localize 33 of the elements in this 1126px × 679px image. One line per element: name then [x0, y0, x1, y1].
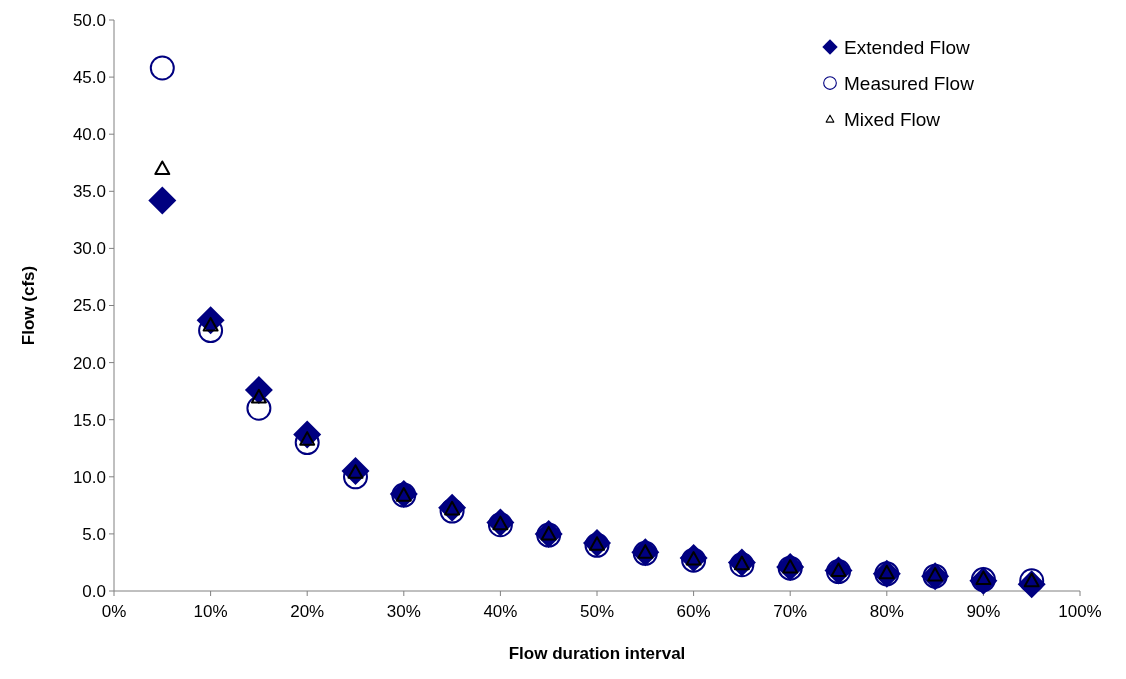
x-tick-label: 50% [579, 602, 615, 621]
y-axis-title: Flow (cfs) [19, 265, 38, 346]
x-tick-label: 90% [966, 602, 1001, 621]
legend-label: Extended Flow [844, 36, 970, 58]
y-tick-label: 45.0 [72, 68, 106, 88]
y-tick-label: 0.0 [82, 581, 106, 601]
x-tick-label: 30% [386, 602, 421, 621]
x-axis-title: Flow duration interval [508, 644, 686, 663]
y-tick-label: 5.0 [82, 524, 106, 544]
legend-label: Mixed Flow [844, 108, 941, 130]
point [246, 395, 272, 421]
x-tick-label: 60% [676, 602, 711, 621]
point [439, 498, 465, 524]
point [154, 160, 171, 176]
point [149, 55, 175, 81]
y-tick-label: 30.0 [72, 239, 106, 259]
y-tick-label: 25.0 [72, 296, 106, 316]
y-tick-label: 50.0 [72, 10, 106, 30]
x-tick-label: 40% [483, 602, 518, 621]
y-tick-label: 10.0 [72, 467, 106, 487]
y-tick-label: 15.0 [72, 410, 106, 430]
point [148, 186, 177, 215]
x-tick-label: 100% [1058, 602, 1102, 621]
x-tick-label: 0% [101, 602, 127, 621]
point [1019, 568, 1045, 594]
y-tick-label: 40.0 [72, 125, 106, 145]
y-tick-label: 20.0 [72, 353, 106, 373]
x-tick-label: 80% [869, 602, 904, 621]
legend-label: Measured Flow [844, 72, 975, 94]
x-tick-label: 20% [290, 602, 325, 621]
y-tick-label: 35.0 [72, 182, 106, 202]
x-tick-label: 10% [193, 602, 228, 621]
x-tick-label: 70% [773, 602, 808, 621]
